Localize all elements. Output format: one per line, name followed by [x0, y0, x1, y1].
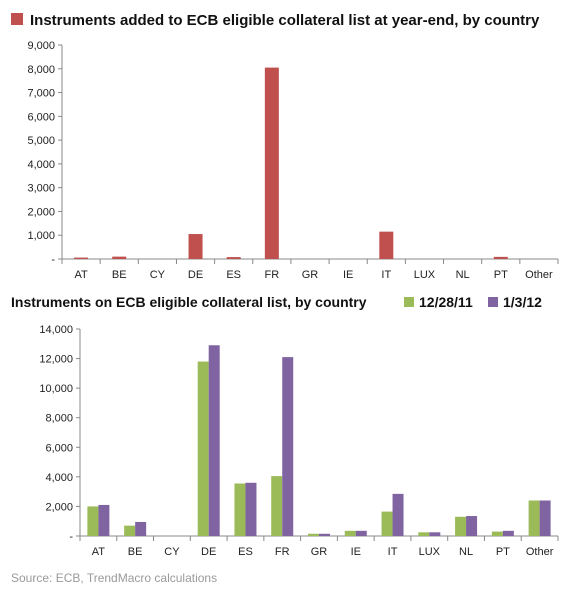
legend-label-series-2: 1/3/12	[503, 294, 542, 310]
chart2-x-tick-label: PT	[496, 546, 510, 558]
chart1-x-tick-label: Other	[525, 269, 553, 281]
chart1-y-tick-label: 5,000	[27, 135, 55, 147]
chart2-bar-series-1	[124, 525, 136, 536]
legend-swatch-series-2	[488, 297, 498, 307]
chart2-x-tick-label: FR	[275, 546, 290, 558]
chart2-y-tick-label: 2,000	[45, 501, 73, 513]
chart2-x-tick-label: NL	[459, 546, 473, 558]
chart2-bar-series-1	[418, 532, 430, 536]
chart2-bar-series-2	[282, 357, 294, 536]
chart2-plot: - 2,000 4,000 6,000 8,000 10,000 12,000 14,000 A…	[39, 324, 559, 558]
legend-swatch-series-1	[404, 297, 414, 307]
chart1-x-tick-label: DE	[188, 269, 203, 281]
chart2-x-tick-label: BE	[128, 546, 143, 558]
chart2-y-tick-label: 14,000	[39, 324, 73, 336]
chart1-y-tick-label: 3,000	[27, 183, 55, 195]
chart1-x-tick-label: IE	[343, 269, 353, 281]
chart1-bar	[264, 67, 279, 259]
chart1-x-tick-label: CY	[150, 269, 166, 281]
chart2-bar-series-1	[344, 530, 356, 536]
chart2-y-tick-label: 10,000	[39, 383, 73, 395]
chart2-x-tick-label: AT	[92, 546, 106, 558]
chart2-x-tick-label: GR	[311, 546, 328, 558]
chart2-bar-series-2	[98, 504, 110, 536]
chart1-y-tick-label: 8,000	[27, 64, 55, 76]
chart2-bar-series-2	[502, 530, 514, 536]
chart2-x-tick-label: DE	[201, 546, 216, 558]
chart2-bar-series-1	[491, 531, 503, 536]
chart1-x-tick-label: NL	[456, 269, 470, 281]
chart2-bar-series-2	[208, 345, 220, 536]
chart1-title-marker	[11, 13, 23, 25]
legend-label-series-1: 12/28/11	[419, 294, 473, 310]
chart1-bar	[379, 231, 394, 259]
chart1-y-tick-label: 2,000	[27, 206, 55, 218]
chart2-bar-series-1	[234, 483, 246, 536]
chart1-x-tick-label: FR	[265, 269, 280, 281]
chart1-y-tick-label: 7,000	[27, 88, 55, 100]
chart2-y-tick-label: 12,000	[39, 354, 73, 366]
chart1-x-tick-label: BE	[112, 269, 127, 281]
chart2-x-tick-label: LUX	[419, 546, 441, 558]
chart2-x-tick-label: ES	[238, 546, 253, 558]
chart2-x-tick-label: CY	[164, 546, 180, 558]
chart1-x-tick-label: ES	[226, 269, 241, 281]
chart2-bar-series-1	[455, 516, 467, 536]
chart2-bar-series-1	[271, 476, 283, 536]
chart2-bar-series-2	[245, 482, 257, 536]
chart2-y-tick-label: 8,000	[45, 413, 73, 425]
chart2-bar-series-2	[135, 521, 147, 536]
chart2-bar-series-2	[539, 500, 551, 536]
chart1-y-tick-label: 6,000	[27, 111, 55, 123]
chart2-y-tick-label: 4,000	[45, 472, 73, 484]
chart2-bar-series-2	[392, 493, 404, 536]
chart1-x-tick-label: PT	[494, 269, 508, 281]
chart2-title: Instruments on ECB eligible collateral l…	[11, 294, 367, 310]
chart1-x-tick-label: IT	[381, 269, 391, 281]
chart1-bar	[112, 256, 127, 259]
chart2-y-tick-label: 6,000	[45, 442, 73, 454]
chart1-plot: - 1,000 2,000 3,000 4,000 5,000 6,000 7,000 8,00…	[27, 40, 559, 281]
chart1-x-tick-label: LUX	[414, 269, 436, 281]
chart2-bar-series-2	[355, 530, 367, 536]
chart2-y-tick-label: -	[69, 531, 73, 543]
chart1-bar	[188, 234, 203, 259]
chart1-x-tick-label: AT	[74, 269, 88, 281]
chart2-bar-series-2	[429, 532, 441, 536]
chart1-y-tick-label: 1,000	[27, 230, 55, 242]
chart2-bar-series-2	[466, 516, 478, 536]
chart1-title: Instruments added to ECB eligible collat…	[30, 12, 540, 29]
chart1-y-tick-label: 9,000	[27, 40, 55, 52]
chart1-bar	[74, 257, 89, 259]
chart2-bar-series-1	[197, 361, 209, 536]
chart2-x-tick-label: IT	[388, 546, 398, 558]
chart1-y-tick-label: -	[51, 254, 55, 266]
chart2-bar-series-1	[308, 533, 319, 536]
chart2-x-tick-label: Other	[526, 546, 554, 558]
chart2-bar-series-1	[528, 500, 540, 536]
chart1-bar	[493, 256, 508, 259]
chart2-bar-series-1	[87, 506, 99, 536]
chart1-bar	[226, 257, 241, 259]
chart2-x-tick-label: IE	[351, 546, 361, 558]
source-note: Source: ECB, TrendMacro calculations	[11, 571, 217, 585]
chart2-bar-series-1	[381, 511, 393, 536]
chart1-x-tick-label: GR	[302, 269, 319, 281]
chart1-y-tick-label: 4,000	[27, 159, 55, 171]
chart2-bar-series-2	[319, 533, 330, 536]
